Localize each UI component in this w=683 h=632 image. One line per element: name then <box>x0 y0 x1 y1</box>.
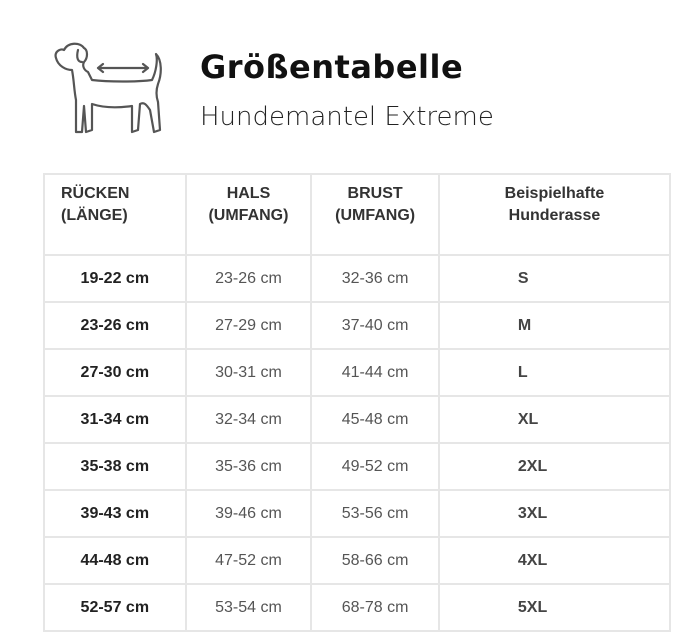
page-subtitle: Hundemantel Extreme <box>200 102 494 132</box>
table-cell: 32-34 cm <box>184 395 313 444</box>
table-cell: 47-52 cm <box>184 536 313 585</box>
table-row: 31-34 cm 32-34 cm 45-48 cm XL <box>43 395 672 444</box>
table-cell: 32-36 cm <box>310 254 440 303</box>
table-row: 35-38 cm 35-36 cm 49-52 cm 2XL <box>43 442 672 491</box>
table-row: 27-30 cm 30-31 cm 41-44 cm L <box>43 348 672 397</box>
table-cell: 39-46 cm <box>184 489 313 538</box>
table-cell: 41-44 cm <box>310 348 440 397</box>
table-cell: 4XL <box>437 536 672 585</box>
table-row: 19-22 cm 23-26 cm 32-36 cm S <box>43 254 672 303</box>
column-header: Beispielhafte Hunderasse <box>437 173 672 256</box>
table-cell: 53-54 cm <box>184 583 313 632</box>
table-cell: 19-22 cm <box>43 254 187 303</box>
column-header: RÜCKEN (LÄNGE) <box>43 173 187 256</box>
table-row: 39-43 cm 39-46 cm 53-56 cm 3XL <box>43 489 672 538</box>
table-cell: 30-31 cm <box>184 348 313 397</box>
page-title: Größentabelle <box>200 48 464 86</box>
dog-measure-icon <box>54 42 162 134</box>
size-table: RÜCKEN (LÄNGE) HALS (UMFANG) BRUST (UMFANG) Be… <box>43 173 672 632</box>
table-cell: 35-38 cm <box>43 442 187 491</box>
column-header: HALS (UMFANG) <box>184 173 313 256</box>
table-cell: M <box>437 301 672 350</box>
table-cell: 27-29 cm <box>184 301 313 350</box>
table-cell: 37-40 cm <box>310 301 440 350</box>
table-cell: 49-52 cm <box>310 442 440 491</box>
column-header-line: HALS <box>226 185 271 202</box>
table-cell: 58-66 cm <box>310 536 440 585</box>
table-cell: 35-36 cm <box>184 442 313 491</box>
column-header: BRUST (UMFANG) <box>310 173 440 256</box>
table-cell: 53-56 cm <box>310 489 440 538</box>
table-cell: 3XL <box>437 489 672 538</box>
table-cell: 2XL <box>437 442 672 491</box>
column-header-line: BRUST <box>347 185 403 202</box>
table-row: 52-57 cm 53-54 cm 68-78 cm 5XL <box>43 583 672 632</box>
table-cell: XL <box>437 395 672 444</box>
table-cell: 44-48 cm <box>43 536 187 585</box>
table-row: 44-48 cm 47-52 cm 58-66 cm 4XL <box>43 536 672 585</box>
table-row: 23-26 cm 27-29 cm 37-40 cm M <box>43 301 672 350</box>
table-cell: 27-30 cm <box>43 348 187 397</box>
column-header-line: Hunderasse <box>508 207 601 224</box>
table-cell: L <box>437 348 672 397</box>
table-cell: 5XL <box>437 583 672 632</box>
table-cell: S <box>437 254 672 303</box>
column-header-line: (UMFANG) <box>335 207 416 224</box>
table-cell: 23-26 cm <box>43 301 187 350</box>
table-cell: 45-48 cm <box>310 395 440 444</box>
table-cell: 39-43 cm <box>43 489 187 538</box>
table-cell: 52-57 cm <box>43 583 187 632</box>
column-header-line: Beispielhafte <box>504 185 605 202</box>
table-cell: 68-78 cm <box>310 583 440 632</box>
table-cell: 31-34 cm <box>43 395 187 444</box>
table-cell: 23-26 cm <box>184 254 313 303</box>
column-header-line: (UMFANG) <box>208 207 289 224</box>
column-header-line: (LÄNGE) <box>61 207 128 224</box>
column-header-line: RÜCKEN <box>61 185 130 202</box>
